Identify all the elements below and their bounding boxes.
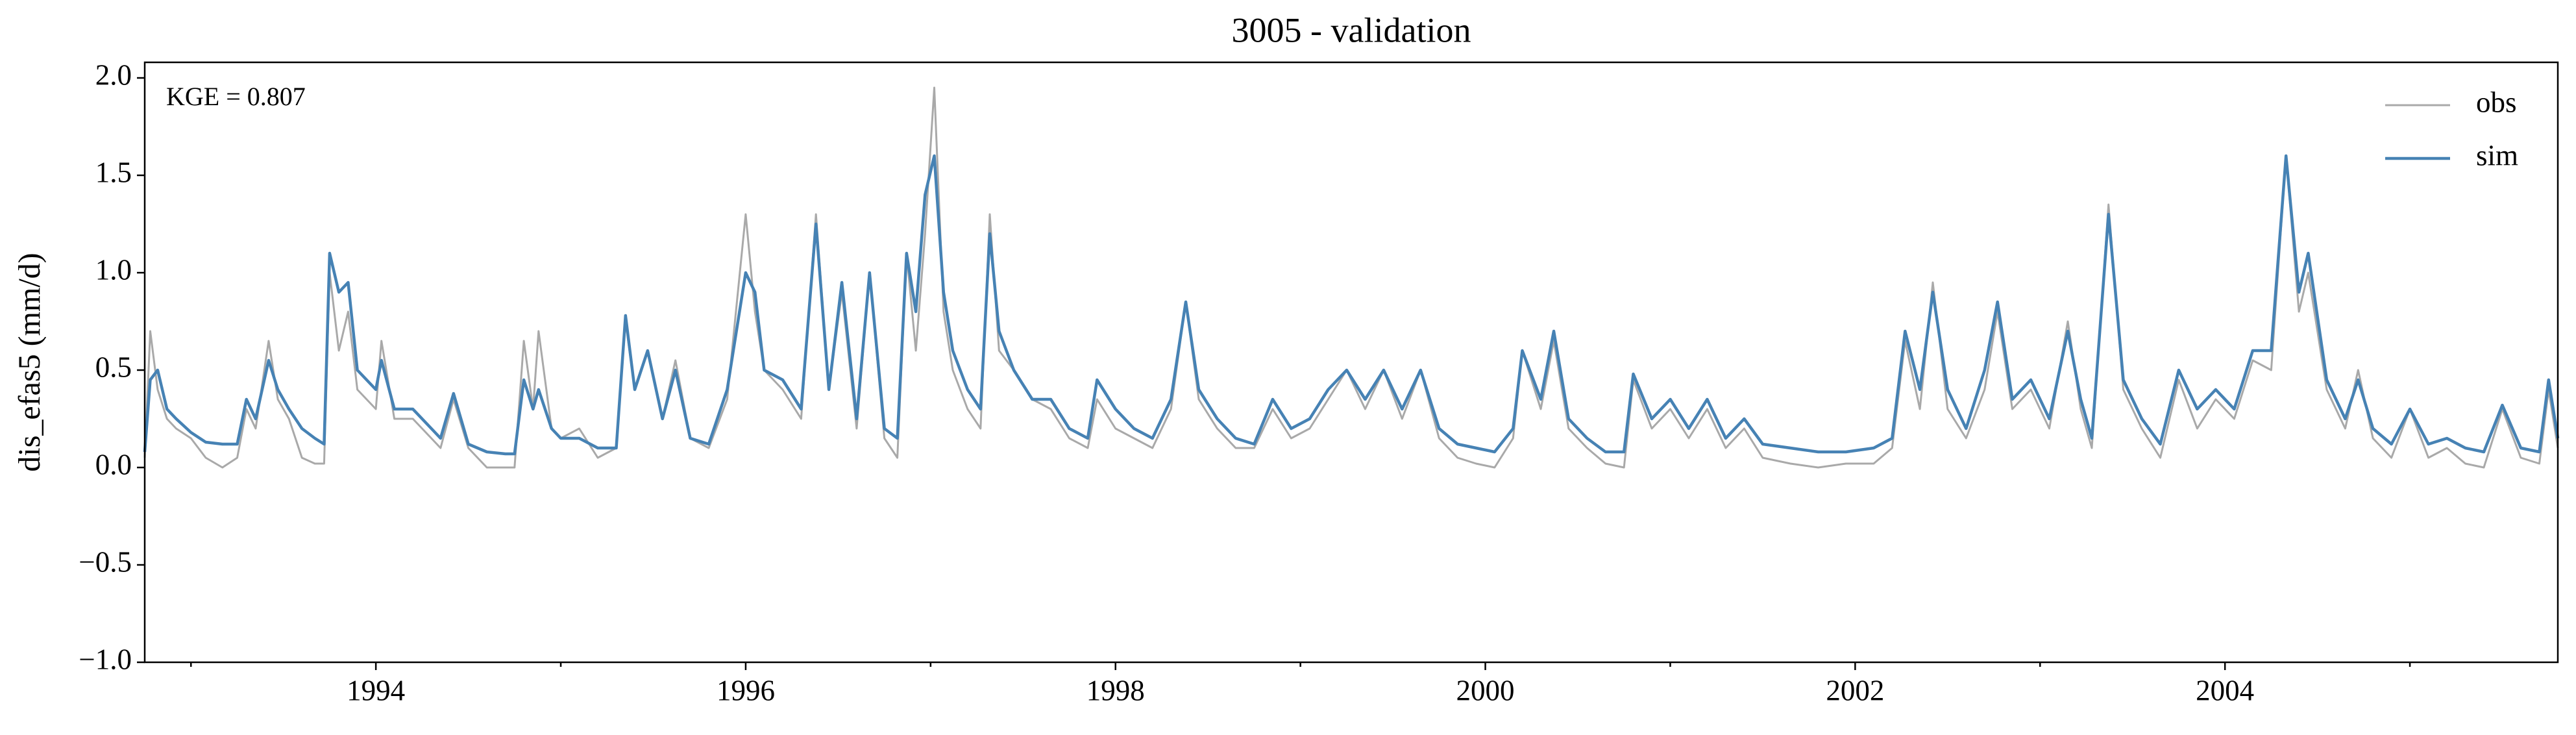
x-tick-label: 1998 (1086, 674, 1145, 706)
x-tick-label: 1996 (717, 674, 775, 706)
series-line (143, 154, 2560, 456)
legend-label: obs (2476, 86, 2517, 118)
x-tick-label: 1994 (347, 674, 405, 706)
x-tick-label: 2000 (1456, 674, 1515, 706)
x-tick-label: 2002 (1826, 674, 1884, 706)
y-axis-label: dis_efas5 (mm/d) (12, 253, 47, 471)
y-tick-label: −1.0 (79, 643, 132, 675)
y-tick-label: 1.5 (95, 156, 132, 188)
y-tick-label: 2.0 (95, 58, 132, 91)
legend-label: sim (2476, 139, 2518, 171)
chart-title: 3005 - validation (1232, 10, 1471, 49)
x-tick-label: 2004 (2196, 674, 2254, 706)
plot-frame (143, 61, 2559, 664)
y-tick-label: 0.0 (95, 448, 132, 480)
y-tick-label: −0.5 (79, 545, 132, 578)
y-tick-label: 0.5 (95, 351, 132, 383)
annotation: KGE = 0.807 (166, 82, 306, 111)
series-line (143, 86, 2559, 469)
y-tick-label: 1.0 (95, 253, 132, 286)
